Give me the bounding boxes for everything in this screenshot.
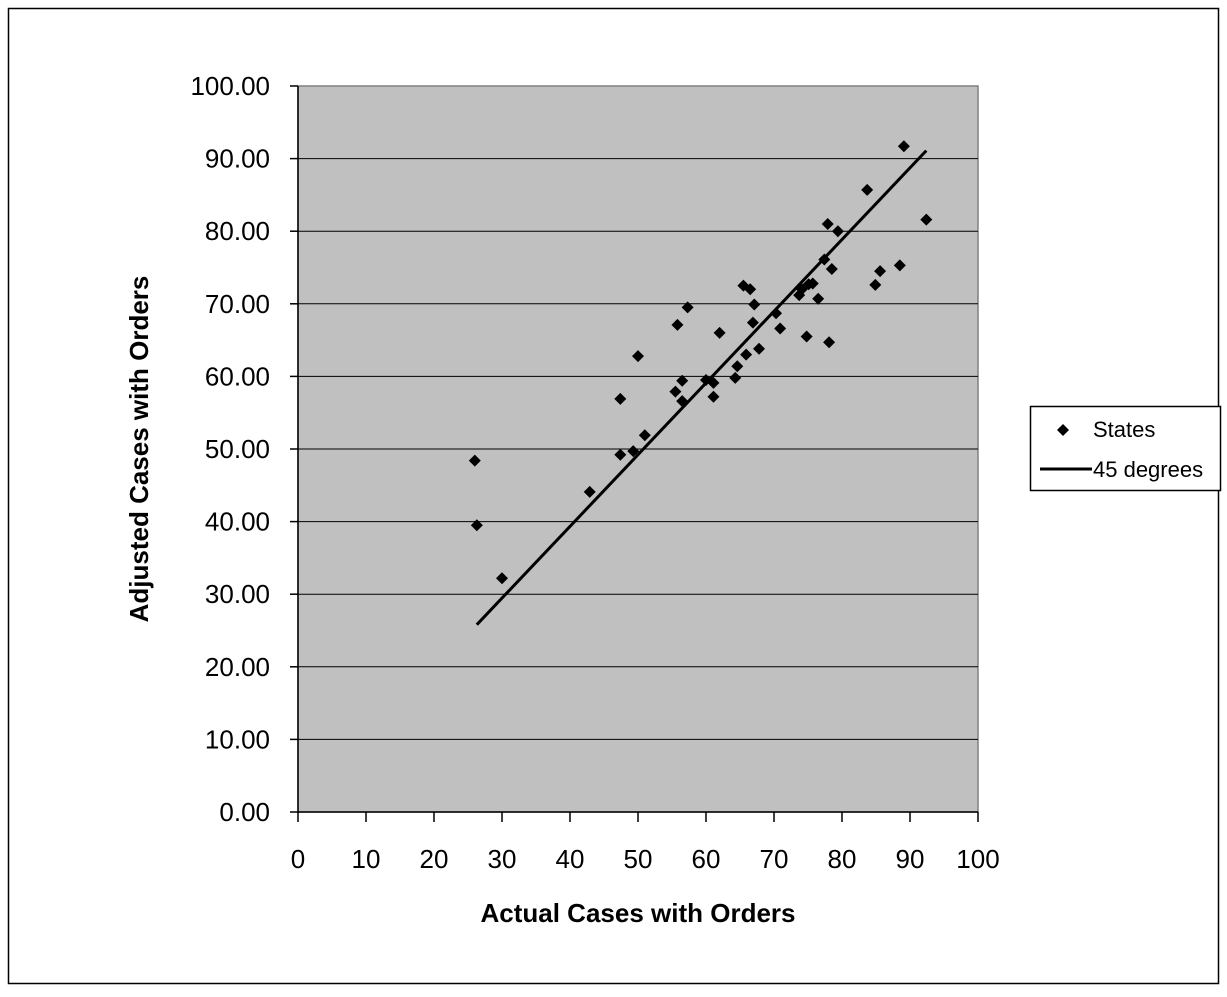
x-tick-label: 70: [760, 844, 789, 874]
data-point: [632, 350, 644, 363]
x-tick-label: 80: [828, 844, 857, 874]
y-tick-label: 30.00: [205, 579, 270, 609]
y-tick-label: 10.00: [205, 724, 270, 754]
data-point: [669, 385, 682, 398]
reference-line-layer: [475, 149, 928, 626]
y-tick-label: 70.00: [205, 289, 270, 319]
data-point: [800, 330, 813, 343]
data-point: [468, 454, 481, 467]
data-point: [753, 342, 766, 355]
y-axis-title: Adjusted Cases with Orders: [124, 276, 154, 623]
data-point: [770, 307, 783, 320]
data-point: [744, 283, 757, 296]
y-tick-label: 60.00: [205, 361, 270, 391]
data-point: [897, 140, 910, 153]
x-tick-labels: 0 10 20 30 40 50 60 70 80 90 100: [291, 844, 1000, 874]
x-tick-label: 0: [291, 844, 305, 874]
data-point: [893, 259, 906, 272]
legend-marker-diamond-icon: [1057, 424, 1069, 436]
data-point: [676, 395, 689, 408]
x-tick-label: 50: [624, 844, 653, 874]
data-point: [748, 298, 761, 311]
x-tick-label: 20: [420, 844, 449, 874]
data-point: [671, 318, 684, 331]
x-tick-label: 60: [692, 844, 721, 874]
axes: [290, 85, 979, 822]
y-tick-label: 80.00: [205, 216, 270, 246]
data-point: [638, 429, 651, 442]
x-tick-label: 10: [352, 844, 381, 874]
data-point: [496, 572, 508, 585]
data-point: [823, 336, 836, 349]
data-point: [774, 322, 787, 335]
data-point: [676, 374, 689, 387]
data-point: [583, 485, 596, 498]
grid-lines: [298, 158, 978, 740]
data-point: [825, 262, 838, 275]
x-tick-label: 40: [556, 844, 585, 874]
x-tick-label: 90: [896, 844, 925, 874]
legend: States 45 degrees: [1029, 405, 1222, 492]
data-point: [821, 217, 834, 230]
data-point: [740, 348, 753, 361]
data-point: [831, 225, 844, 238]
legend-box: [1029, 405, 1222, 492]
data-point: [861, 183, 874, 196]
data-point: [713, 326, 726, 339]
data-point: [806, 277, 819, 290]
x-axis-title: Actual Cases with Orders: [481, 898, 796, 928]
series-line-45-degrees: [475, 149, 928, 626]
y-tick-label: 90.00: [205, 144, 270, 174]
x-tick-label: 30: [488, 844, 517, 874]
data-point: [729, 371, 742, 384]
data-points: [468, 140, 933, 585]
legend-label-states: States: [1093, 417, 1155, 442]
y-tick-label: 50.00: [205, 434, 270, 464]
data-point: [627, 445, 640, 458]
data-point: [681, 301, 694, 314]
y-tick-label: 0.00: [219, 797, 270, 827]
data-point: [869, 278, 882, 291]
data-point: [874, 265, 887, 278]
data-point: [746, 316, 759, 329]
data-point: [920, 213, 933, 226]
data-point: [614, 392, 627, 405]
data-point: [818, 253, 831, 266]
y-tick-label: 100.00: [190, 71, 270, 101]
y-tick-label: 20.00: [205, 652, 270, 682]
data-point: [812, 292, 825, 305]
y-tick-label: 40.00: [205, 507, 270, 537]
data-point: [707, 390, 720, 403]
legend-label-45-degrees: 45 degrees: [1093, 457, 1203, 482]
data-point: [470, 519, 483, 532]
y-tick-labels: 0.00 10.00 20.00 30.00 40.00 50.00 60.00 70.00 8…: [190, 71, 270, 827]
x-tick-label: 100: [956, 844, 999, 874]
data-point: [707, 376, 720, 389]
data-point: [731, 360, 744, 373]
data-point: [614, 448, 627, 461]
